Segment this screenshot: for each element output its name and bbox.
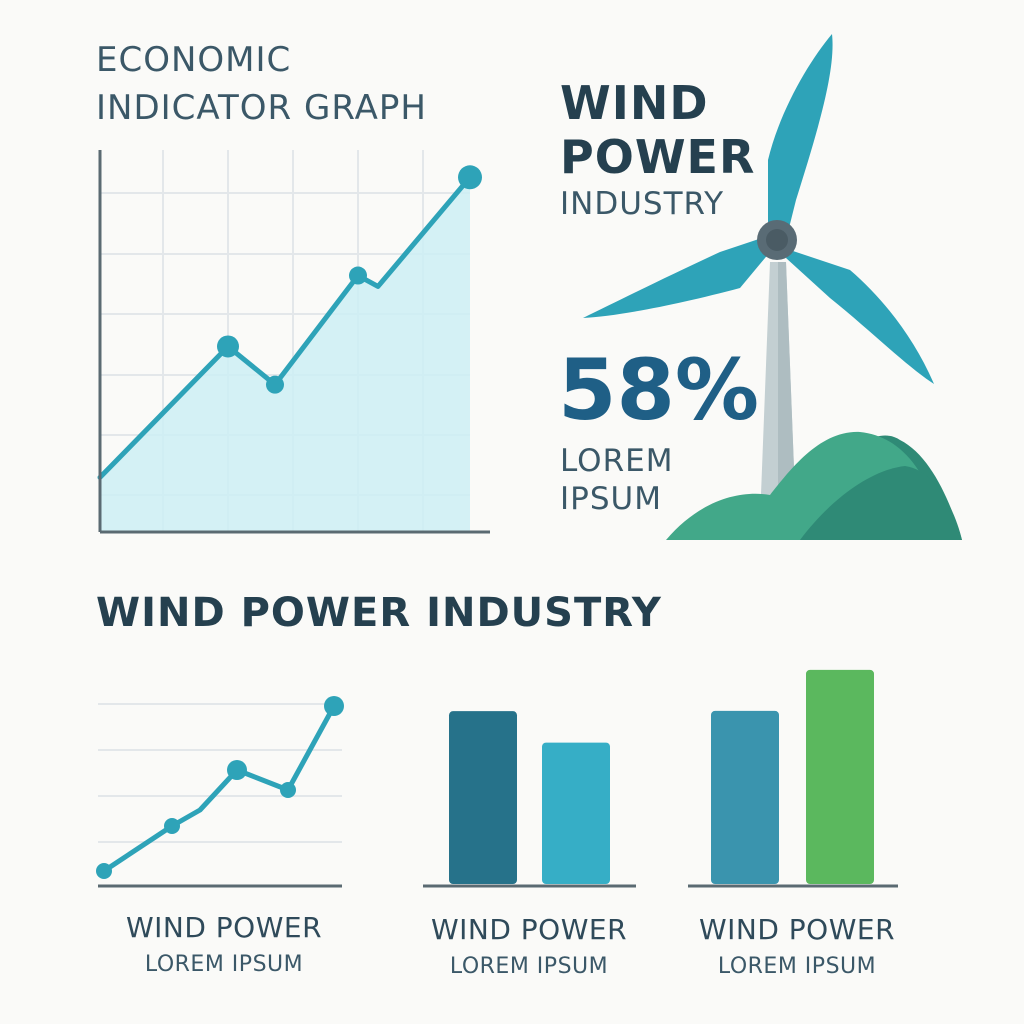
bar <box>711 710 779 884</box>
stat-label-line-2: IPSUM <box>560 481 662 517</box>
stat-label: LOREM IPSUM <box>560 442 673 518</box>
bar-chart-2 <box>688 669 898 888</box>
bars <box>449 711 610 884</box>
data-point <box>458 165 482 190</box>
series-points <box>96 696 344 879</box>
caption-1: WIND POWER LOREM IPSUM <box>84 910 364 980</box>
bars <box>711 669 874 884</box>
turbine-blade-right <box>786 250 934 384</box>
series-line <box>101 703 337 874</box>
chart-title: ECONOMIC INDICATOR GRAPH <box>96 36 427 132</box>
bar-chart-1 <box>423 711 636 888</box>
caption-3: WIND POWER LOREM IPSUM <box>657 912 937 982</box>
section-title: WIND POWER INDUSTRY <box>96 590 662 636</box>
caption-2-subtitle: LOREM IPSUM <box>449 954 609 979</box>
hero-title: WIND POWER <box>560 76 755 184</box>
hero-subtitle: INDUSTRY <box>560 186 724 222</box>
turbine-tower-shade <box>778 262 796 520</box>
turbine-blade-up <box>768 34 833 232</box>
data-point <box>349 266 367 285</box>
stat-label-line-1: LOREM <box>560 443 674 479</box>
caption-1-subtitle: LOREM IPSUM <box>144 952 304 977</box>
wind-turbine-illustration <box>583 34 962 540</box>
data-point <box>324 696 344 716</box>
bar <box>449 711 517 884</box>
series-points <box>217 165 482 394</box>
bar <box>806 669 874 884</box>
data-point <box>217 335 239 358</box>
caption-1-title: WIND POWER <box>125 911 323 944</box>
chart-grid <box>98 703 342 843</box>
small-line-chart <box>96 696 344 888</box>
stat-value: 58% <box>558 341 760 439</box>
turbine-blade-left <box>583 236 770 318</box>
caption-3-subtitle: LOREM IPSUM <box>717 954 877 979</box>
turbine-hub-center <box>766 229 788 251</box>
economic-indicator-chart <box>97 150 490 534</box>
chart-title-line-1: ECONOMIC <box>96 40 292 80</box>
bar <box>542 742 610 884</box>
data-point <box>266 375 284 394</box>
hero-title-line-1: WIND <box>560 76 709 130</box>
data-point <box>280 782 296 798</box>
chart-title-line-2: INDICATOR GRAPH <box>96 88 427 128</box>
data-point <box>164 818 180 834</box>
caption-3-title: WIND POWER <box>698 913 896 946</box>
series-line <box>97 174 473 480</box>
data-point <box>227 760 247 780</box>
caption-2: WIND POWER LOREM IPSUM <box>389 912 669 982</box>
data-point <box>96 863 112 879</box>
hill-front-dark <box>800 466 962 540</box>
area-fill <box>100 177 470 533</box>
hero-title-line-2: POWER <box>560 130 756 184</box>
caption-2-title: WIND POWER <box>430 913 628 946</box>
